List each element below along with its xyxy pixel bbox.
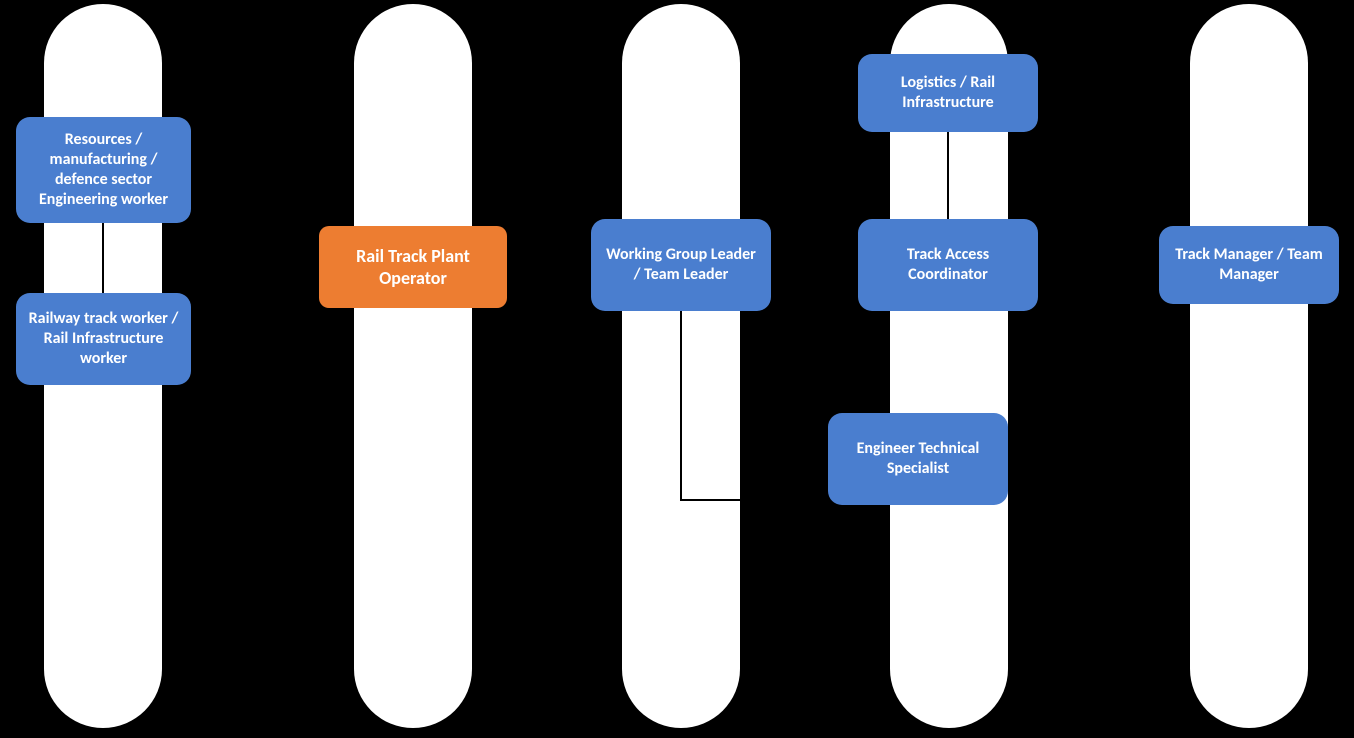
node-logistics-label: Logistics / Rail Infrastructure xyxy=(868,73,1028,113)
diagram-canvas: Resources / manufacturing / defence sect… xyxy=(0,0,1354,738)
node-engineer-tech-label: Engineer Technical Specialist xyxy=(838,439,998,479)
node-railway-track: Railway track worker / Rail Infrastructu… xyxy=(16,293,191,385)
node-logistics: Logistics / Rail Infrastructure xyxy=(858,54,1038,132)
node-engineer-tech: Engineer Technical Specialist xyxy=(828,413,1008,505)
node-plant-operator: Rail Track Plant Operator xyxy=(319,226,507,308)
node-railway-track-label: Railway track worker / Rail Infrastructu… xyxy=(26,309,181,369)
node-plant-operator-label: Rail Track Plant Operator xyxy=(329,245,497,290)
node-track-access: Track Access Coordinator xyxy=(858,219,1038,311)
node-resources: Resources / manufacturing / defence sect… xyxy=(16,117,191,223)
node-working-group-label: Working Group Leader / Team Leader xyxy=(601,245,761,285)
connectors-layer xyxy=(0,0,1354,738)
node-track-manager: Track Manager / Team Manager xyxy=(1159,226,1339,304)
node-working-group: Working Group Leader / Team Leader xyxy=(591,219,771,311)
node-track-access-label: Track Access Coordinator xyxy=(868,245,1028,285)
node-track-manager-label: Track Manager / Team Manager xyxy=(1169,245,1329,285)
node-resources-label: Resources / manufacturing / defence sect… xyxy=(26,130,181,210)
conn-working-to-engineer xyxy=(681,311,828,500)
